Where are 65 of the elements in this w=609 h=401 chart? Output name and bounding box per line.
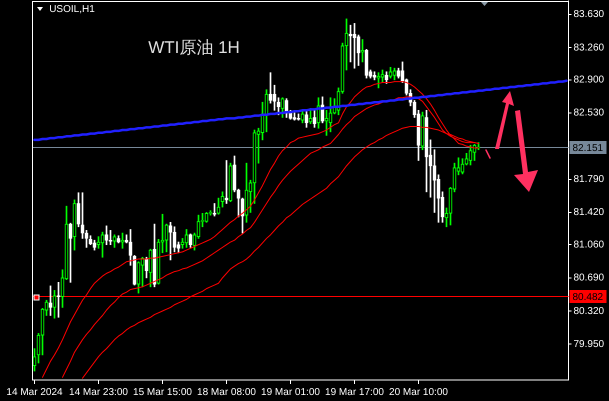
- candlestick: [392, 68, 396, 80]
- candlestick: [104, 226, 108, 246]
- candlestick: [224, 160, 228, 204]
- candlestick: [468, 144, 472, 166]
- x-tick-label: 15 Mar 15:00: [133, 386, 192, 398]
- candlestick: [420, 112, 424, 150]
- candlestick: [188, 234, 192, 248]
- candlestick: [148, 248, 152, 288]
- candlestick: [324, 110, 328, 136]
- candlestick: [144, 256, 148, 278]
- candlestick: [204, 212, 208, 223]
- y-tick-label: 81.420: [574, 207, 605, 218]
- candlestick: [100, 232, 104, 258]
- candlestick: [296, 114, 300, 120]
- candlestick: [352, 23, 356, 69]
- candlestick: [308, 108, 312, 124]
- y-tick-label: 82.900: [574, 74, 605, 86]
- candlestick: [112, 234, 116, 248]
- y-tick-label: 80.690: [574, 272, 605, 284]
- x-tick-label: 14 Mar 23:00: [69, 386, 128, 398]
- candlestick: [68, 222, 72, 283]
- candlestick: [396, 68, 400, 78]
- y-tick-label: 83.630: [574, 9, 605, 20]
- x-tick-label: 18 Mar 08:00: [197, 386, 256, 398]
- candlestick: [268, 72, 272, 104]
- candlestick: [116, 235, 120, 244]
- candlestick: [364, 49, 368, 78]
- candlestick: [136, 261, 140, 294]
- y-tick-label: 81.060: [574, 239, 605, 250]
- candlestick: [72, 200, 76, 250]
- candlestick: [168, 222, 172, 260]
- candlestick: [384, 71, 388, 84]
- text: WTI原油 1H: [148, 38, 240, 57]
- candlestick: [152, 224, 156, 288]
- y-tick-label: 81.790: [574, 174, 605, 186]
- candlestick: [348, 24, 352, 62]
- x-tick-label: 20 Mar 10:00: [389, 386, 448, 398]
- y-tick-label: 80.320: [574, 306, 605, 317]
- y-tick-label: 83.260: [574, 42, 605, 54]
- candlestick: [376, 72, 380, 88]
- y-tick-label: 82.530: [574, 108, 605, 119]
- candlestick: [48, 286, 52, 316]
- candlestick: [280, 97, 284, 118]
- candlestick: [300, 110, 304, 124]
- candlestick: [292, 112, 296, 120]
- candlestick: [360, 39, 364, 62]
- candlestick: [52, 290, 56, 319]
- x-tick-label: 19 Mar 01:00: [261, 386, 320, 398]
- ref-line-label: 82.151: [572, 142, 604, 154]
- chart-subtitle: USOIL,H1: [49, 4, 96, 15]
- candlestick: [184, 229, 188, 248]
- candlestick: [56, 282, 60, 318]
- candlestick: [120, 232, 124, 249]
- candlestick: [372, 71, 376, 80]
- candlestick: [92, 240, 96, 250]
- candlestick: [388, 66, 392, 78]
- x-tick-label: 14 Mar 2024: [6, 386, 64, 398]
- x-tick-label: 19 Mar 17:00: [325, 386, 384, 398]
- ref-line-label: 80.482: [572, 292, 604, 303]
- candlestick: [244, 162, 248, 223]
- candlestick: [228, 162, 232, 202]
- y-tick-label: 79.950: [574, 338, 605, 350]
- candlestick: [304, 110, 308, 128]
- candlestick: [212, 203, 216, 216]
- candlestick: [328, 97, 332, 132]
